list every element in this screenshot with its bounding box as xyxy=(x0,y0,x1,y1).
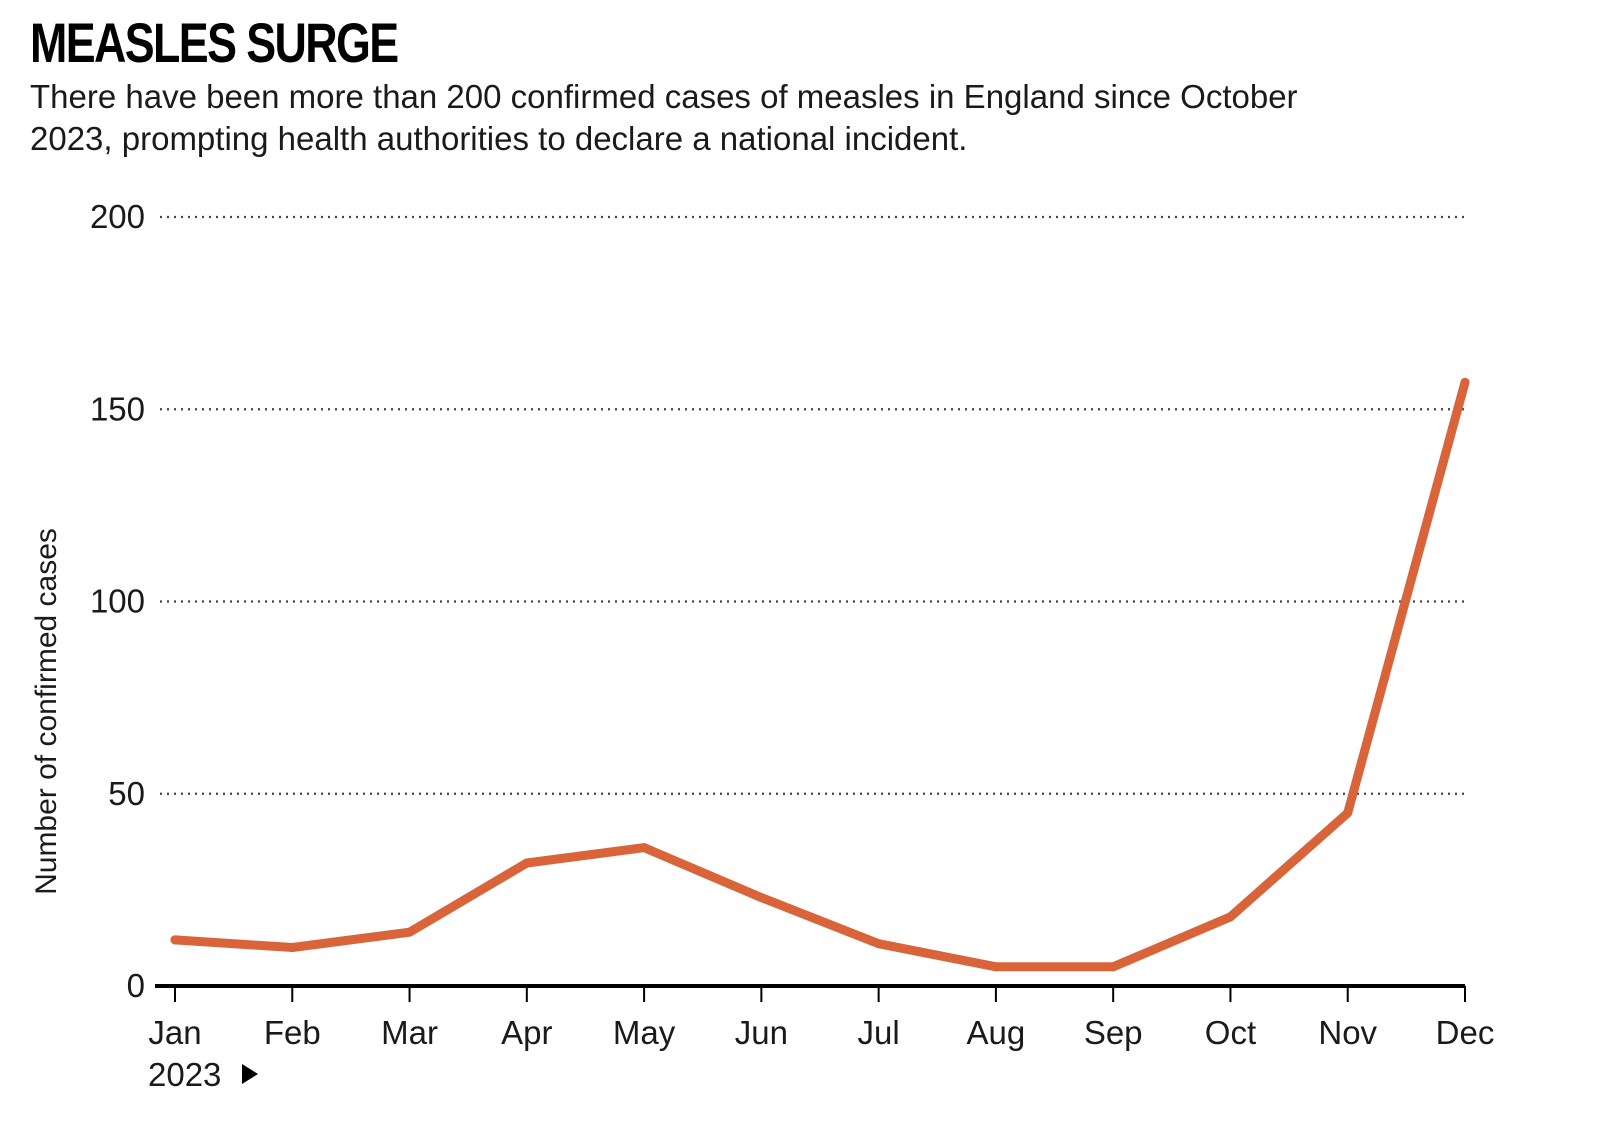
data-point xyxy=(287,943,297,953)
x-tick-label: Jul xyxy=(858,1014,900,1051)
x-tick-label: Nov xyxy=(1318,1014,1377,1051)
y-tick-label: 200 xyxy=(90,198,145,235)
x-tick-label: Jan xyxy=(148,1014,201,1051)
x-axis xyxy=(155,984,1466,1002)
series-layer xyxy=(170,377,1470,972)
x-tick-label: Feb xyxy=(264,1014,321,1051)
x-tick-label: Mar xyxy=(381,1014,438,1051)
y-tick-label: 50 xyxy=(108,775,145,812)
x-tick-label: Dec xyxy=(1436,1014,1495,1051)
right-triangle-icon xyxy=(242,1064,258,1084)
y-tick-label: 0 xyxy=(127,967,145,1004)
y-tick-labels: 0 50 100 150 200 xyxy=(90,198,145,1004)
x-tick-label: Sep xyxy=(1084,1014,1143,1051)
data-point xyxy=(1225,912,1235,922)
year-label: 2023 xyxy=(148,1056,221,1093)
data-point xyxy=(522,858,532,868)
data-point xyxy=(756,893,766,903)
data-point xyxy=(1108,962,1118,972)
data-point xyxy=(1460,377,1470,387)
x-tick-label: Oct xyxy=(1205,1014,1256,1051)
year-marker: 2023 xyxy=(148,1056,258,1093)
series-line xyxy=(170,377,1470,972)
x-tick-label: Aug xyxy=(967,1014,1026,1051)
data-point xyxy=(874,939,884,949)
x-tick-label: Apr xyxy=(501,1014,552,1051)
x-tick-labels: Jan Feb Mar Apr May Jun Jul Aug Sep Oct Nov Dec xyxy=(148,1014,1494,1051)
y-axis-label: Number of confirmed cases xyxy=(30,528,63,895)
x-tick-label: May xyxy=(613,1014,676,1051)
data-point xyxy=(405,927,415,937)
y-tick-label: 100 xyxy=(90,583,145,620)
data-point xyxy=(639,843,649,853)
chart-title: MEASLES SURGE xyxy=(30,11,399,74)
y-tick-label: 150 xyxy=(90,390,145,427)
chart-subtitle: There have been more than 200 confirmed … xyxy=(30,78,1298,157)
data-point xyxy=(991,962,1001,972)
data-point xyxy=(1343,808,1353,818)
x-tick-label: Jun xyxy=(735,1014,788,1051)
data-point xyxy=(170,935,180,945)
y-gridlines xyxy=(160,215,1465,795)
